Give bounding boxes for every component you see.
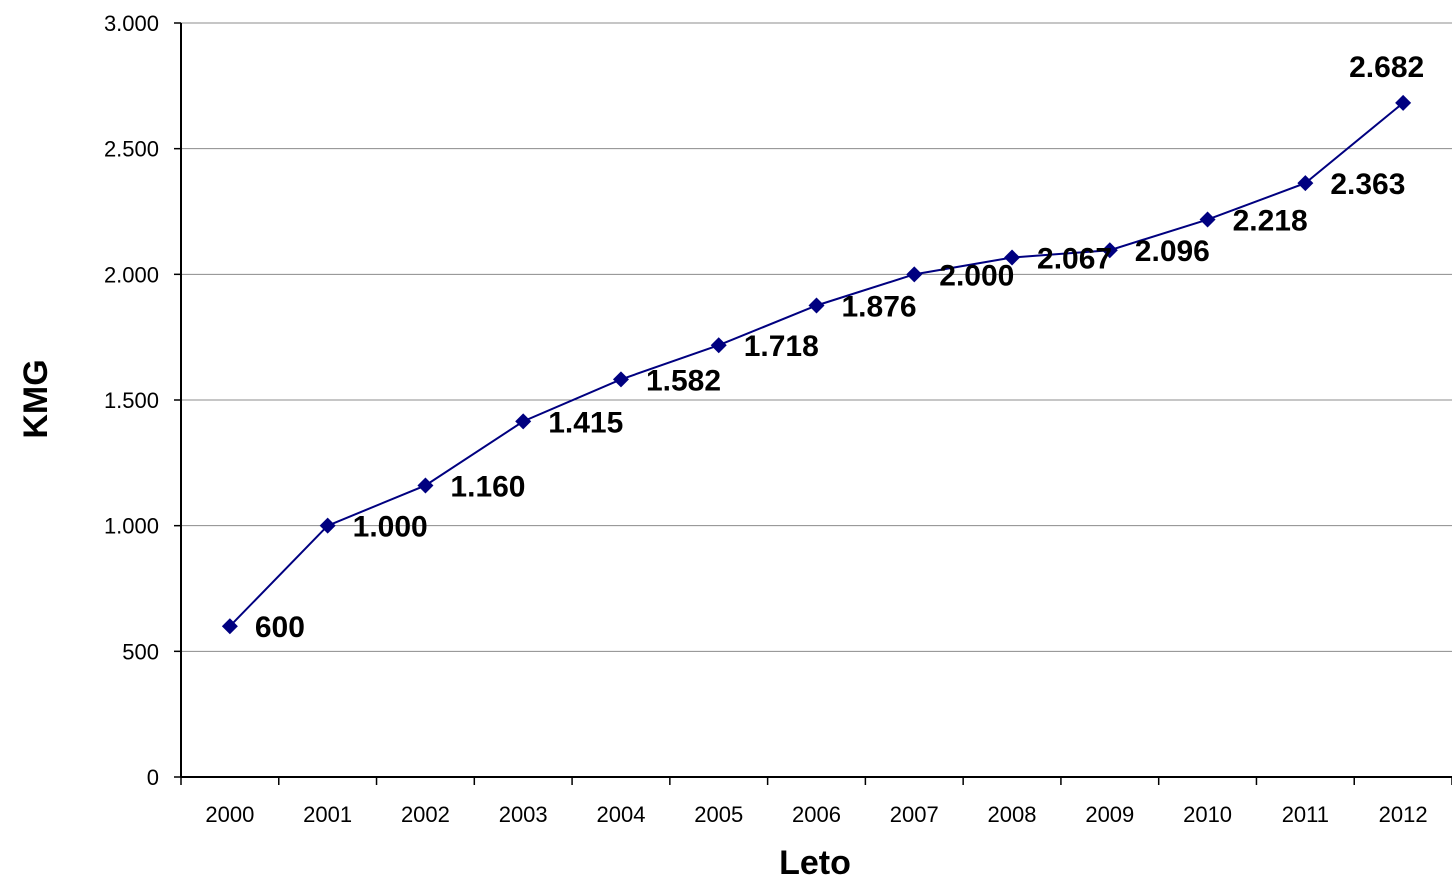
x-axis-title: Leto [779,844,851,881]
x-tick-label: 2003 [499,802,548,827]
x-tick-label: 2012 [1379,802,1428,827]
y-axis-title: KMG [17,359,55,438]
data-point-marker [1004,249,1021,266]
data-point-marker [1395,94,1412,111]
y-tick-label: 1.000 [104,514,159,539]
x-tick-label: 2008 [988,802,1037,827]
y-tick-label: 0 [147,765,159,790]
y-axis-ticks: 0 500 1.000 1.500 2.000 2.500 3.000 [104,11,181,790]
x-tick-label: 2009 [1085,802,1134,827]
data-label: 1.160 [450,470,525,503]
data-point-marker [1199,211,1216,228]
y-tick-label: 3.000 [104,11,159,36]
x-tick-label: 2010 [1183,802,1232,827]
data-label: 2.682 [1349,51,1424,84]
x-tick-label: 2002 [401,802,450,827]
x-tick-label: 2011 [1282,802,1329,827]
series [221,94,1412,635]
data-point-marker [1101,242,1118,259]
gridlines [181,22,1452,652]
data-label: 1.718 [744,330,819,363]
data-point-marker [515,413,532,430]
x-tick-label: 2001 [303,802,352,827]
x-tick-label: 2005 [694,802,743,827]
data-label: 1.000 [353,511,428,544]
data-labels: 600 1.000 1.160 1.415 1.582 1.718 1.876 2.000 2.… [255,51,1424,644]
y-tick-label: 1.500 [104,388,159,413]
series-line [229,102,1404,627]
data-point-marker [319,517,336,534]
data-point-marker [808,297,825,314]
x-tick-label: 2006 [792,802,841,827]
y-tick-label: 2.000 [104,262,159,287]
data-point-marker [906,266,923,283]
x-tick-label: 2007 [890,802,939,827]
data-label: 2.363 [1330,168,1405,201]
x-tick-label: 2004 [596,802,645,827]
y-tick-label: 2.500 [104,137,159,162]
data-label: 2.096 [1135,235,1210,268]
data-point-marker [612,371,629,388]
x-tick-label: 2000 [205,802,254,827]
data-label: 2.067 [1037,242,1112,275]
data-label: 2.000 [939,259,1014,292]
data-point-marker [417,477,434,494]
data-label: 1.876 [842,290,917,323]
data-label: 1.582 [646,364,721,397]
data-label: 1.415 [548,406,623,439]
data-point-marker [1297,175,1314,192]
data-label: 2.218 [1233,205,1308,238]
data-label: 600 [255,611,305,644]
data-point-marker [710,337,727,354]
x-axis-ticks: 2000 2001 2002 2003 2004 2005 2006 2007 2008 2009… [180,777,1452,827]
data-point-marker [221,618,238,635]
y-tick-label: 500 [122,639,159,664]
